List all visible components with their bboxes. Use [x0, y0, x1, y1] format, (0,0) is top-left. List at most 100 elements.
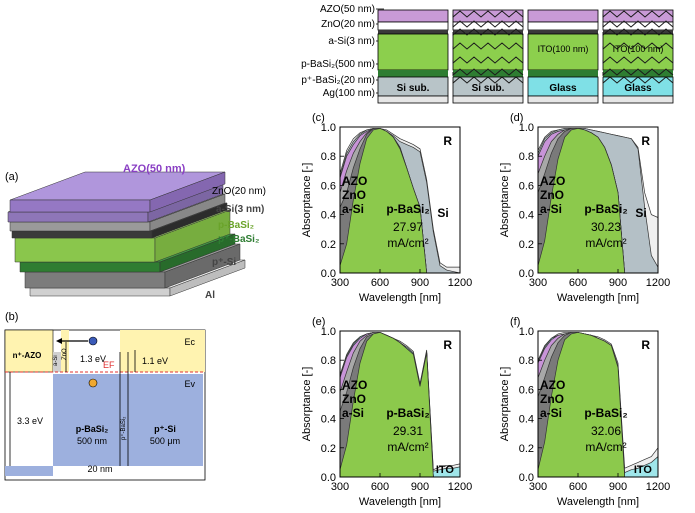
slab-front [9, 199, 151, 213]
x-tick-label: 900 [411, 481, 429, 493]
zno-region [61, 330, 69, 372]
slab-side [149, 171, 226, 213]
p-plus-basi2-layer [453, 70, 523, 77]
y-tick-label: 0.2 [321, 443, 336, 455]
x-axis-label: Wavelength [nm] [359, 292, 441, 304]
texture-line [602, 28, 674, 37]
slab-front [9, 221, 151, 232]
y-tick-label: 1.0 [519, 326, 534, 338]
current-density: 29.31 [393, 424, 423, 438]
x-tick-label: 300 [331, 277, 349, 289]
x-tick-label: 1200 [646, 277, 670, 289]
p-plus-basi2-label: p⁺-BaSi₂ [218, 234, 259, 245]
slab-front [24, 271, 166, 289]
y-tick-label: 0.6 [519, 384, 534, 396]
panel-a-label: (a) [5, 171, 18, 183]
ag-layer [602, 95, 674, 104]
zno-label: ZnO [342, 188, 366, 202]
ito-label: ITO [436, 464, 455, 476]
texture-line [452, 56, 524, 65]
energy-1.3: 1.3 eV [80, 354, 106, 364]
zno-label: ZnO [62, 348, 68, 360]
x-axis-label: Wavelength [nm] [557, 496, 639, 508]
azo-label: AZO(50 nm) [123, 163, 186, 175]
p-si-label: p⁺-Si [212, 257, 236, 268]
y-tick-label: 0.4 [519, 414, 534, 426]
slab-side [154, 209, 231, 263]
y-tick-label: 0.4 [321, 414, 336, 426]
x-axis-label: Wavelength [nm] [557, 292, 639, 304]
stack-1: Si sub. [377, 9, 449, 104]
a-si-label: a-Si [540, 202, 562, 216]
azo-label: AZO [540, 378, 565, 392]
si-thickness: 500 μm [150, 436, 180, 446]
zno-label: ZnO [342, 392, 366, 406]
electron [88, 336, 98, 346]
current-unit: mA/cm² [387, 236, 428, 250]
azo-layer [452, 9, 524, 23]
panel-label: (c) [312, 112, 325, 124]
chart-f: 300 600 900 1200 0.0 0.2 0.4 0.6 0.8 1.0 Wavelengt… [499, 316, 670, 508]
x-tick-label: 600 [371, 277, 389, 289]
panel-label: (f) [510, 316, 520, 328]
p-basi2-layer [527, 33, 599, 71]
reflectance-label: R [443, 338, 452, 352]
slab-side [149, 193, 226, 232]
stack-4: ITO(100 nm) Glass [602, 9, 674, 104]
a-si-layer [603, 30, 673, 34]
y-tick-label: 0.0 [519, 268, 534, 280]
texture-line [452, 28, 524, 37]
substrate-label: Glass [549, 83, 577, 94]
n-azo-label: n⁺-AZO [13, 351, 42, 360]
layer-label: Ag(100 nm) [323, 88, 375, 99]
ef-label: EF [103, 360, 115, 370]
x-tick-label: 900 [411, 277, 429, 289]
texture-line [452, 42, 524, 51]
texture-line [452, 68, 524, 77]
panel-b-label: (b) [5, 311, 18, 323]
layer-label: a-Si(3 nm) [328, 36, 375, 47]
slab-front [29, 287, 171, 297]
y-tick-label: 0.8 [519, 151, 534, 163]
reflectance-label: R [641, 338, 650, 352]
a-si-layer [528, 30, 598, 34]
y-tick-label: 0.6 [321, 384, 336, 396]
stack-3: ITO(100 nm) Glass [527, 9, 599, 104]
panel-a: (a) AZO(50 nm) ZnO(20 nm) a-Si(3 nm) p-BaSi₂… [5, 163, 266, 301]
axis-frame [537, 330, 659, 478]
basi2-thickness: 500 nm [77, 436, 107, 446]
ito-label: ITO [634, 464, 653, 476]
x-tick-label: 1200 [448, 277, 472, 289]
texture-line [602, 76, 674, 85]
texture-line [602, 68, 674, 77]
texture-line [452, 20, 524, 29]
azo-layer [377, 9, 449, 23]
x-tick-label: 600 [569, 277, 587, 289]
p-basi2-layer [452, 33, 524, 71]
x-tick-label: 300 [529, 481, 547, 493]
layer-label: AZO(50 nm) [320, 4, 375, 15]
texture-line [602, 20, 674, 29]
x-tick-label: 600 [569, 481, 587, 493]
azo-label: AZO [342, 174, 367, 188]
p-si-label: p⁺-Si [154, 424, 176, 434]
layer-label: p-BaSi₂(500 nm) [301, 59, 375, 70]
current-unit: mA/cm² [585, 236, 626, 250]
y-tick-label: 1.0 [321, 122, 336, 134]
substrate-label: Glass [624, 83, 652, 94]
current-density: 30.23 [591, 220, 621, 234]
x-axis-label: Wavelength [nm] [359, 496, 441, 508]
slab-front [11, 230, 153, 239]
stack-2: Si sub. [452, 9, 524, 104]
panel-label: (d) [510, 112, 523, 124]
ag-layer [377, 95, 449, 104]
layer-stack-diagram: AZO(50 nm) ZnO(20 nm) a-Si(3 nm) p-BaSi₂(50… [301, 4, 674, 104]
y-tick-label: 0.2 [321, 239, 336, 251]
ito-label: ITO(100 nm) [613, 44, 664, 54]
slab-side [159, 233, 236, 273]
zno-layer [527, 21, 599, 31]
y-tick-label: 0.0 [321, 268, 336, 280]
y-tick-label: 0.2 [519, 443, 534, 455]
y-axis-label: Absorptance [-] [499, 367, 511, 442]
